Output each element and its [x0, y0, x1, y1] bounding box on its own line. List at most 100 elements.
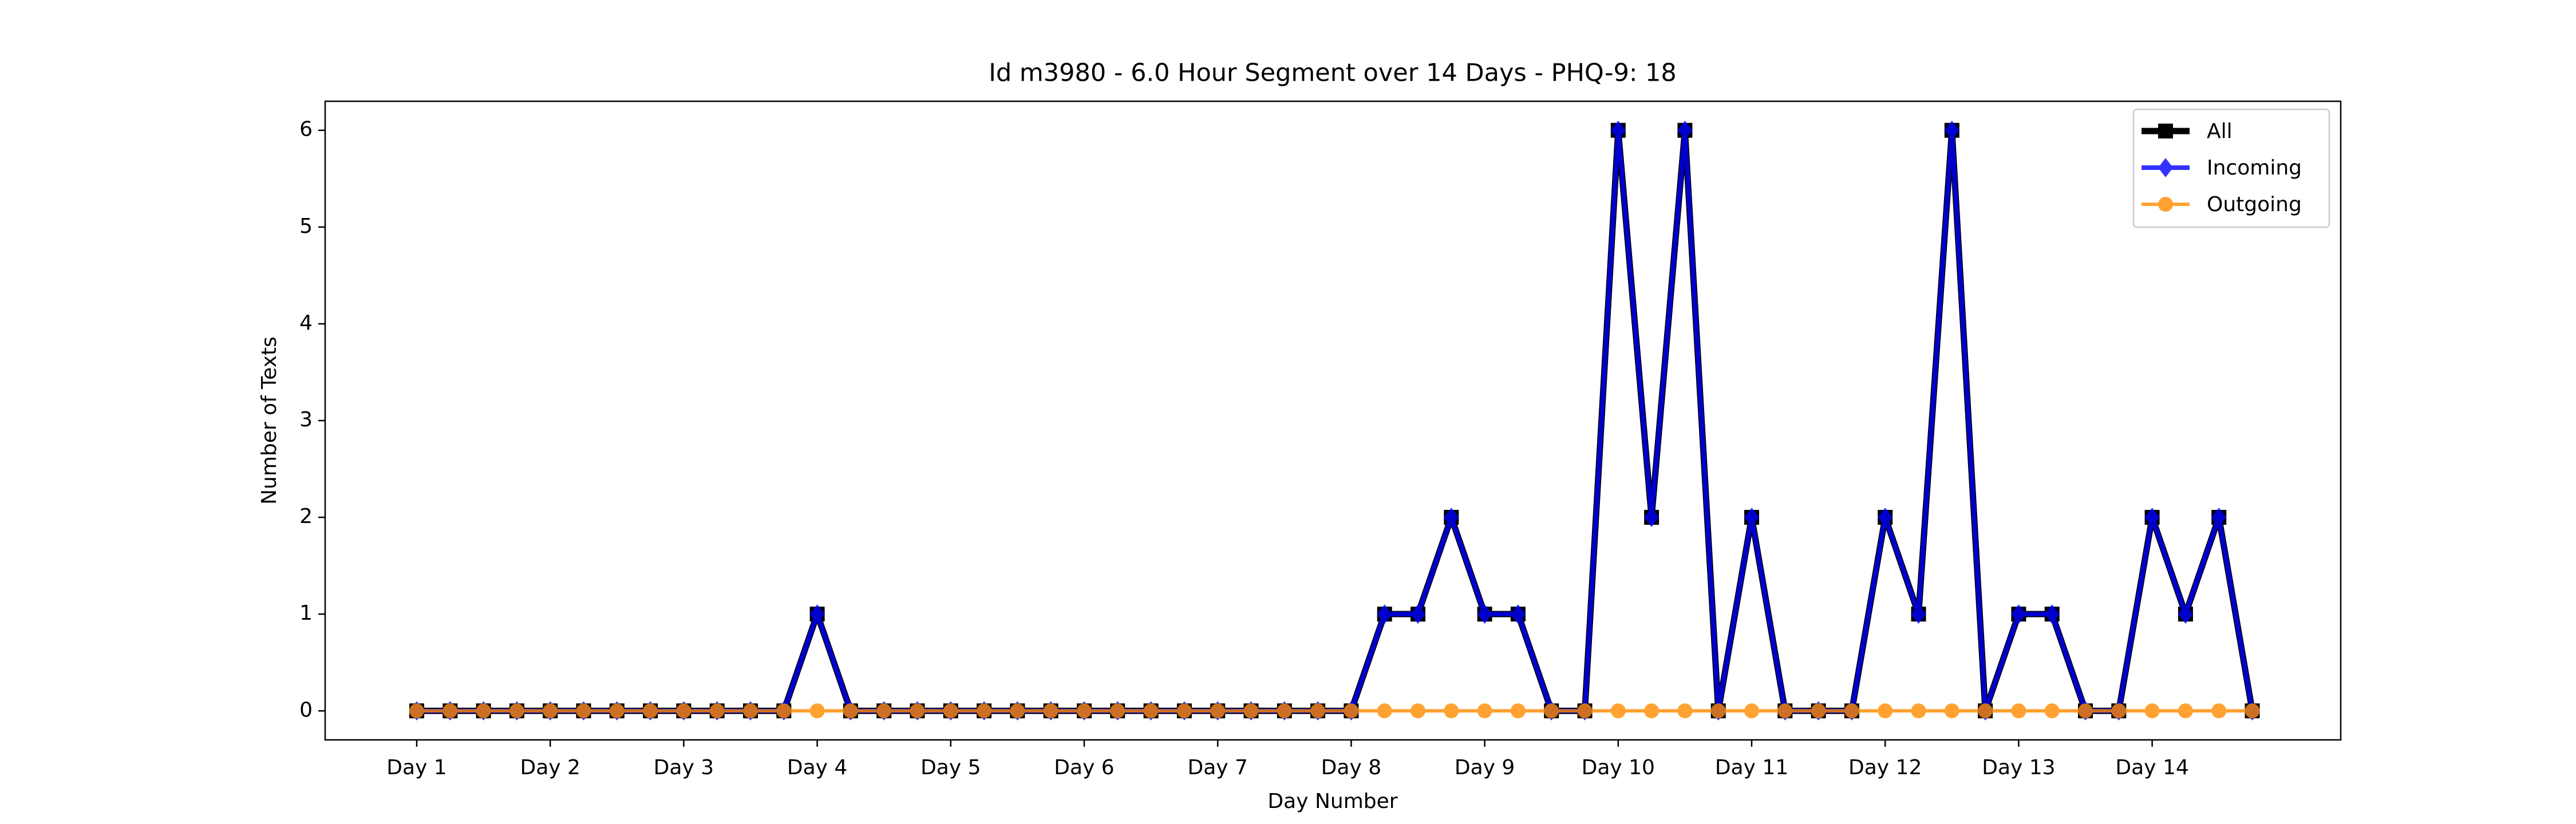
y-tick-label: 0 [299, 698, 313, 722]
point [1143, 703, 1159, 719]
point [1978, 703, 1993, 719]
point [943, 703, 958, 719]
point [809, 703, 825, 719]
point [2211, 703, 2227, 719]
legend-marker [2158, 158, 2173, 177]
x-tick-label: Day 7 [1187, 756, 1247, 779]
point [2178, 703, 2193, 719]
point [1610, 703, 1626, 719]
point [1844, 703, 1859, 719]
point [1510, 703, 1526, 719]
point [776, 703, 792, 719]
point [1477, 703, 1492, 719]
x-tick-label: Day 12 [1848, 756, 1922, 779]
x-tick-label: Day 10 [1582, 756, 1655, 779]
point [2178, 604, 2193, 624]
point [1277, 703, 1292, 719]
point [1110, 703, 1125, 719]
x-axis-label: Day Number [1267, 790, 1397, 813]
point [1878, 508, 1893, 527]
point [1710, 703, 1726, 719]
point [1444, 508, 1459, 527]
point [1377, 604, 1392, 624]
point [2211, 508, 2227, 527]
point [1444, 703, 1459, 719]
x-tick-label: Day 3 [654, 756, 714, 779]
point [1777, 703, 1793, 719]
legend-label: Incoming [2207, 156, 2302, 180]
point [1911, 703, 1926, 719]
point [876, 703, 892, 719]
y-tick-label: 6 [299, 118, 313, 141]
series-line [417, 128, 2255, 714]
point [2044, 703, 2060, 719]
plot-frame [324, 100, 2342, 741]
point [643, 703, 658, 719]
point [1644, 703, 1660, 719]
y-tick-label: 3 [299, 408, 313, 431]
legend-entry [2142, 124, 2190, 138]
chart-title: Id m3980 - 6.0 Hour Segment over 14 Days… [989, 59, 1676, 88]
y-axis-label: Number of Texts [258, 336, 281, 505]
point [1610, 120, 1626, 140]
x-tick-label: Day 8 [1321, 756, 1381, 779]
point [609, 703, 625, 719]
point [442, 703, 458, 719]
point [576, 703, 591, 719]
point [1077, 703, 1092, 719]
x-tick-label: Day 11 [1715, 756, 1788, 779]
legend-marker [2158, 124, 2173, 138]
point [1411, 604, 1425, 624]
point [809, 604, 825, 624]
point [1677, 703, 1693, 719]
point [2245, 703, 2260, 719]
point [2011, 703, 2026, 719]
legend-marker [2158, 197, 2173, 212]
point [1811, 703, 1826, 719]
point [2078, 703, 2093, 719]
point [1744, 508, 1759, 527]
y-tick-label: 1 [299, 601, 313, 625]
point [1344, 703, 1359, 719]
point [1411, 703, 1425, 719]
point [2044, 604, 2060, 624]
point [1911, 604, 1926, 624]
legend-box [2132, 108, 2330, 228]
point [409, 703, 424, 719]
point [1510, 604, 1526, 624]
point [1176, 703, 1192, 719]
point [743, 703, 758, 719]
series [409, 703, 2260, 719]
point [709, 703, 725, 719]
point [2111, 703, 2127, 719]
point [977, 703, 992, 719]
legend-entry [2142, 158, 2190, 177]
point [1377, 703, 1392, 719]
point [1477, 604, 1492, 624]
point [1677, 120, 1693, 140]
x-tick-label: Day 9 [1455, 756, 1515, 779]
legend-entry [2142, 197, 2190, 212]
point [509, 703, 524, 719]
point [1310, 703, 1326, 719]
point [2144, 508, 2160, 527]
point [676, 703, 692, 719]
point [1243, 703, 1259, 719]
y-tick-label: 4 [299, 311, 313, 335]
x-tick-label: Day 2 [520, 756, 580, 779]
point [1878, 703, 1893, 719]
point [1210, 703, 1226, 719]
point [1043, 703, 1058, 719]
x-tick-label: Day 5 [920, 756, 981, 779]
legend-label: All [2207, 120, 2233, 143]
point [476, 703, 491, 719]
point [1577, 703, 1593, 719]
x-tick-label: Day 4 [787, 756, 847, 779]
legend-label: Outgoing [2207, 193, 2302, 216]
x-tick-label: Day 14 [2115, 756, 2188, 779]
point [1744, 703, 1759, 719]
x-tick-label: Day 13 [1982, 756, 2055, 779]
point [2011, 604, 2026, 624]
point [910, 703, 925, 719]
